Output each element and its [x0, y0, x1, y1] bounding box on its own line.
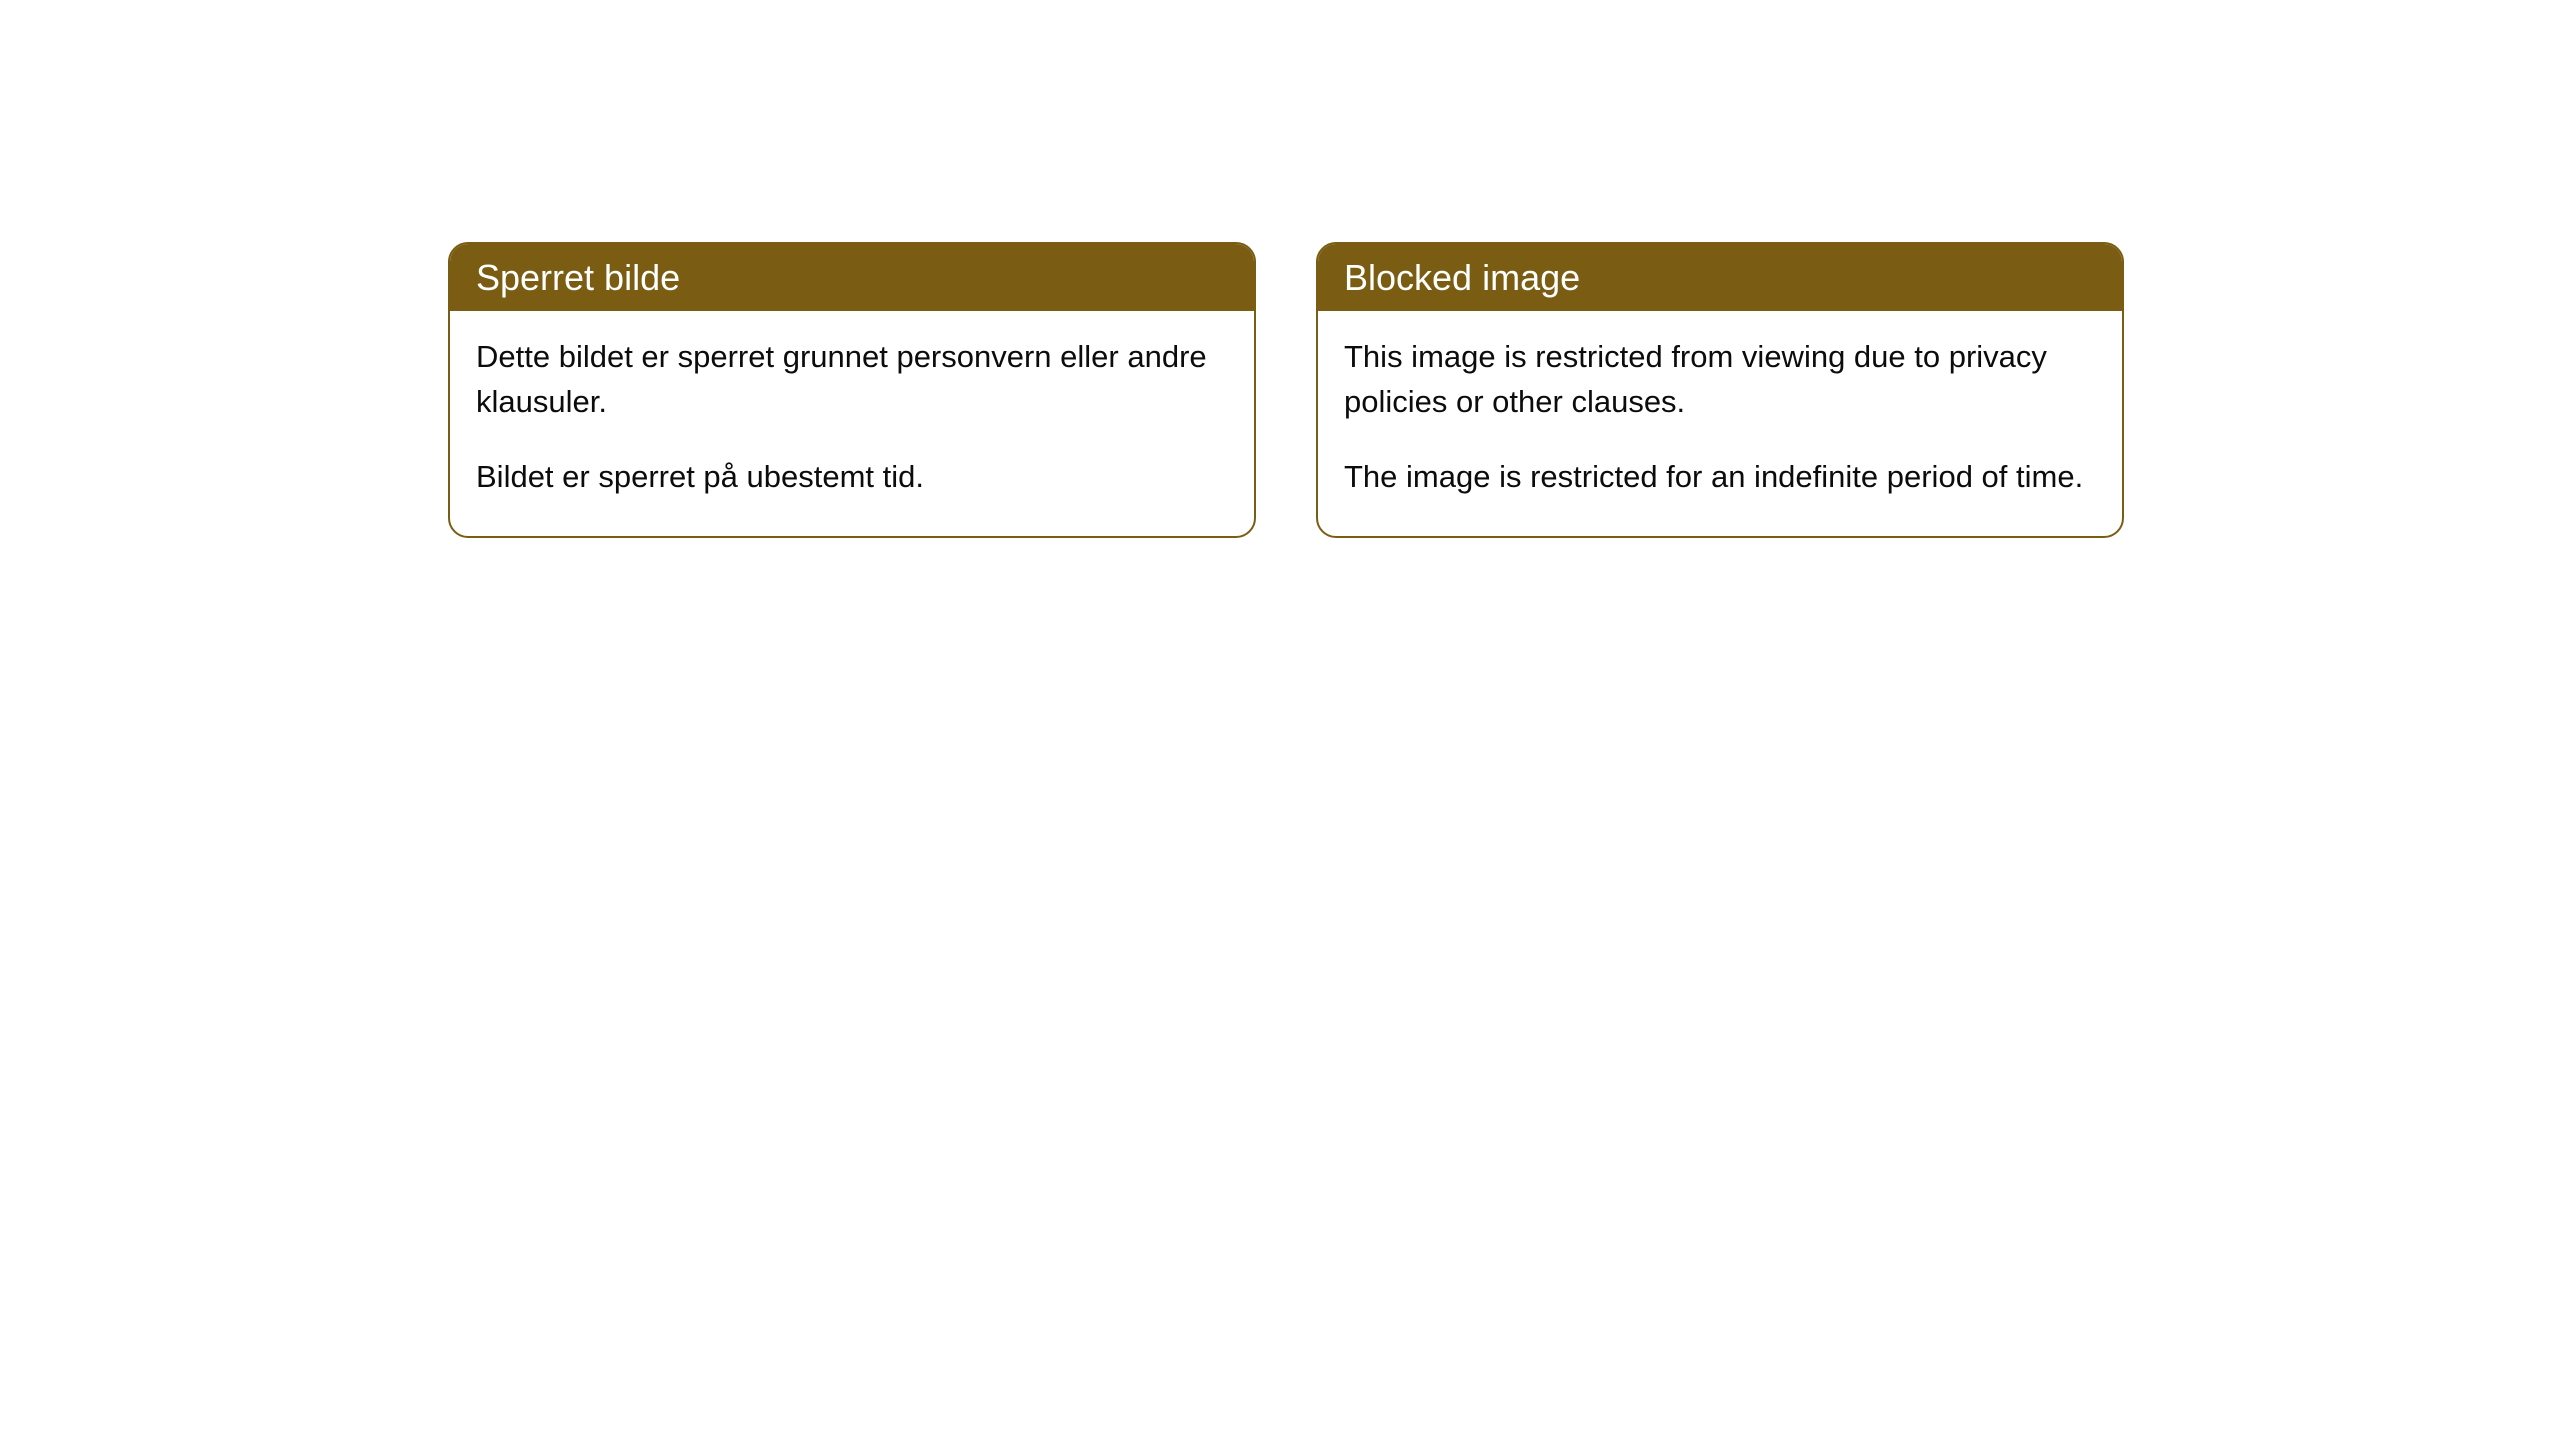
notice-text-line1-en: This image is restricted from viewing du…	[1344, 335, 2096, 425]
notice-container: Sperret bilde Dette bildet er sperret gr…	[0, 0, 2560, 538]
notice-card-norwegian: Sperret bilde Dette bildet er sperret gr…	[448, 242, 1256, 538]
notice-card-english: Blocked image This image is restricted f…	[1316, 242, 2124, 538]
notice-text-line2-en: The image is restricted for an indefinit…	[1344, 455, 2096, 500]
notice-header-english: Blocked image	[1318, 244, 2122, 311]
notice-body-english: This image is restricted from viewing du…	[1318, 311, 2122, 536]
notice-text-line1-no: Dette bildet er sperret grunnet personve…	[476, 335, 1228, 425]
notice-body-norwegian: Dette bildet er sperret grunnet personve…	[450, 311, 1254, 536]
notice-text-line2-no: Bildet er sperret på ubestemt tid.	[476, 455, 1228, 500]
notice-header-norwegian: Sperret bilde	[450, 244, 1254, 311]
